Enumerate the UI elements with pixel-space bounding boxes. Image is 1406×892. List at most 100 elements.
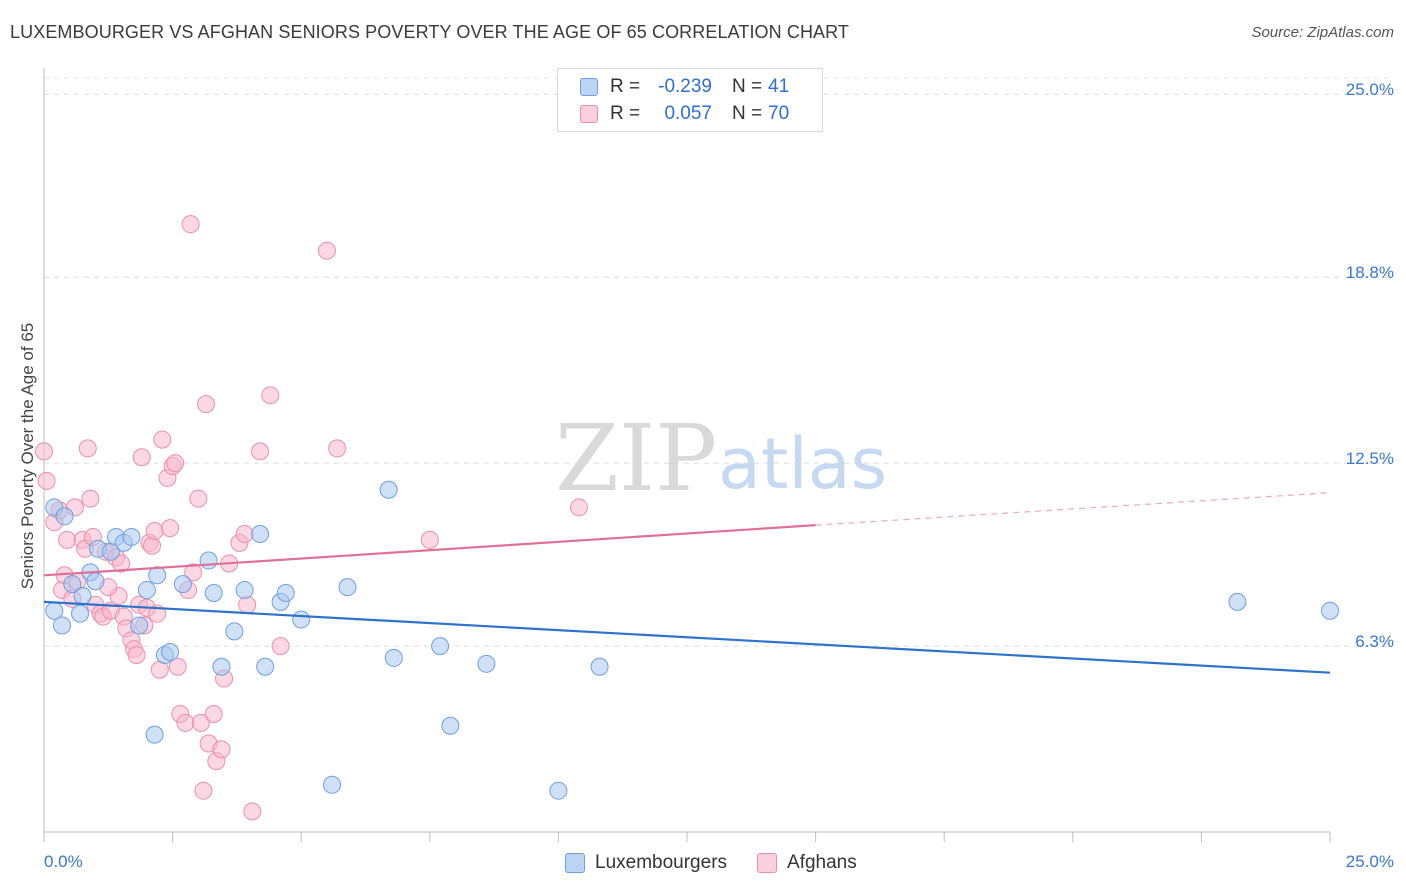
luxembourger-point <box>276 584 295 603</box>
afghan-point <box>197 395 216 414</box>
luxembourger-point <box>431 637 450 656</box>
luxembourger-point <box>71 604 90 623</box>
afghan-point <box>261 386 280 405</box>
luxembourger-point <box>235 581 254 600</box>
afghan-point <box>35 442 53 461</box>
luxembourger-point <box>225 622 244 641</box>
legend-label-afghans: Afghans <box>787 852 857 873</box>
legend-r-value: 0.057 <box>664 103 712 124</box>
luxembourger-point <box>256 657 275 676</box>
luxembourger-trendline <box>43 600 1331 674</box>
legend-item-luxembourgers[interactable]: Luxembourgers <box>565 852 727 874</box>
luxembourger-point <box>53 616 72 635</box>
luxembourger-point <box>173 575 192 594</box>
afghan-point <box>235 524 254 543</box>
afghan-point <box>81 489 100 508</box>
legend-label-luxembourgers: Luxembourgers <box>595 852 728 873</box>
luxembourger-point <box>477 654 496 673</box>
afghan-point <box>238 595 257 614</box>
luxembourger-point <box>145 725 164 744</box>
afghan-point <box>251 442 270 461</box>
legend-r-label: R = <box>610 76 641 97</box>
y-tick-label: 12.5% <box>1345 449 1394 469</box>
afghan-point <box>143 536 162 555</box>
x-tick-label: 0.0% <box>44 852 83 871</box>
legend-swatch-luxembourgers <box>580 78 598 96</box>
afghan-point <box>181 215 200 234</box>
watermark-atlas: atlas <box>718 423 887 505</box>
luxembourger-point <box>204 584 223 603</box>
y-tick-label: 6.3% <box>1355 632 1394 652</box>
legend-swatch-afghans <box>580 105 598 123</box>
luxembourger-point <box>379 480 398 499</box>
legend-n-value: 70 <box>768 103 790 124</box>
afghan-point <box>271 637 290 656</box>
luxembourger-point <box>338 578 357 597</box>
afghan-point <box>132 448 151 467</box>
luxembourger-point <box>441 716 460 735</box>
legend-item-afghans[interactable]: Afghans <box>757 852 857 874</box>
afghan-point <box>328 439 347 458</box>
series-legend: Luxembourgers Afghans <box>565 852 887 874</box>
legend-n-label: N = <box>732 103 763 124</box>
luxembourger-point <box>122 527 141 546</box>
legend-swatch-luxembourgers <box>565 853 585 873</box>
afghan-point <box>184 563 203 582</box>
afghan-point <box>176 713 195 732</box>
legend-n-label: N = <box>732 76 763 97</box>
afghan-point <box>189 489 208 508</box>
afghan-point <box>204 704 223 723</box>
luxembourger-point <box>1228 592 1247 611</box>
afghan-trendline-extension <box>815 492 1331 526</box>
luxembourger-point <box>63 575 82 594</box>
afghan-point <box>153 430 172 449</box>
luxembourger-point <box>161 643 180 662</box>
luxembourger-point <box>55 507 74 526</box>
afghan-point <box>166 454 185 473</box>
chart-source: Source: ZipAtlas.com <box>1251 24 1394 41</box>
luxembourger-point <box>1321 601 1339 620</box>
luxembourger-point <box>130 616 149 635</box>
legend-r-label: R = <box>610 103 641 124</box>
afghan-point <box>212 740 231 759</box>
afghan-point <box>317 241 336 260</box>
afghan-point <box>145 522 164 541</box>
afghan-point <box>78 439 97 458</box>
afghan-trendline <box>43 524 816 577</box>
y-tick-label: 25.0% <box>1345 80 1394 100</box>
luxembourger-point <box>323 775 342 794</box>
afghan-point <box>168 657 187 676</box>
legend-n-value: 41 <box>768 76 790 97</box>
afghan-point <box>161 519 180 538</box>
legend-r-value: -0.239 <box>658 76 712 97</box>
afghan-point <box>191 713 210 732</box>
luxembourger-point <box>590 657 609 676</box>
chart-title: LUXEMBOURGER VS AFGHAN SENIORS POVERTY O… <box>10 22 850 42</box>
legend-swatch-afghans <box>757 853 778 873</box>
legend-row-luxembourgers: R = -0.239 N = 41 <box>580 75 789 99</box>
luxembourger-point <box>384 648 403 667</box>
luxembourger-point <box>549 781 568 800</box>
luxembourger-point <box>212 657 231 676</box>
afghan-point <box>58 530 77 549</box>
luxembourger-point <box>137 581 156 600</box>
afghan-point <box>112 554 131 573</box>
correlation-legend: R = -0.239 N = 41 R = 0.057 N = 70 <box>557 68 823 132</box>
watermark-zip: ZIP <box>555 405 717 512</box>
y-tick-label: 18.8% <box>1345 263 1394 283</box>
luxembourger-point <box>251 524 270 543</box>
luxembourger-point <box>292 610 311 629</box>
luxembourger-point <box>73 586 92 605</box>
afghan-point <box>420 530 439 549</box>
luxembourger-point <box>86 572 105 591</box>
legend-row-afghans: R = 0.057 N = 70 <box>580 102 789 126</box>
afghan-point <box>194 781 213 800</box>
luxembourger-point <box>199 551 218 570</box>
afghan-point <box>127 645 146 664</box>
x-tick-label: 25.0% <box>1345 852 1394 871</box>
afghan-point <box>569 498 588 517</box>
luxembourger-point <box>148 566 167 585</box>
afghan-point <box>243 802 262 821</box>
afghan-point <box>37 471 56 490</box>
